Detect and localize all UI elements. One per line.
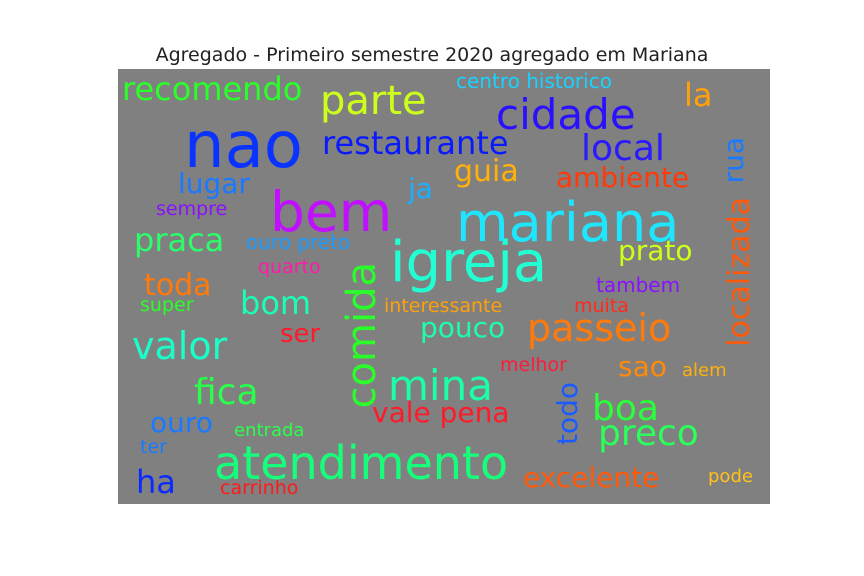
word-passeio: passeio [527,306,672,350]
word-lugar: lugar [178,167,250,200]
word-centro-historico: centro historico [456,69,612,93]
word-mariana: mariana [456,191,680,254]
word-rua: rua [717,137,750,184]
word-sao: sao [618,350,667,383]
word-cidade: cidade [496,90,636,139]
word-super: super [140,294,194,316]
word-cloud: nao igreja mariana bem atendimento cidade part… [118,69,770,504]
word-ter: ter [140,436,167,458]
word-muita: muita [574,295,629,317]
word-todo: todo [551,382,584,446]
word-ha: ha [136,463,176,501]
word-sempre: sempre [156,198,228,220]
word-toda: toda [144,268,212,303]
word-praca: praca [134,221,225,259]
word-ouro: ouro [150,406,213,439]
word-ouro-preto: ouro preto [246,230,351,254]
word-fica: fica [194,372,259,413]
word-melhor: melhor [500,354,567,376]
word-comida: comida [339,262,385,409]
word-parte: parte [320,78,427,124]
word-nao: nao [184,109,303,183]
word-boa: boa [592,388,659,429]
word-bem: bem [270,180,393,244]
word-tambem: tambem [596,273,681,297]
word-guia: guia [454,154,519,189]
word-pouco: pouco [420,311,506,344]
word-pode: pode [708,466,753,487]
word-ser: ser [280,319,321,349]
word-prato: prato [618,234,693,267]
word-excelente: excelente [523,461,660,494]
word-atendimento: atendimento [214,436,509,490]
word-ja: ja [408,172,433,205]
word-entrada: entrada [234,420,305,441]
word-local: local [581,128,665,169]
word-vale-pena: vale pena [372,396,510,429]
word-la: la [684,76,713,114]
word-igreja: igreja [390,230,548,295]
word-alem: alem [682,360,727,381]
word-localizada: localizada [722,197,757,347]
word-mina: mina [388,361,493,410]
word-recomendo: recomendo [122,70,303,108]
word-bom: bom [240,284,312,322]
chart-title: Agregado - Primeiro semestre 2020 agrega… [155,44,709,66]
word-interessante: interessante [384,295,503,317]
word-valor: valor [132,324,228,368]
word-restaurante: restaurante [322,124,509,162]
word-preco: preco [598,413,699,454]
word-ambiente: ambiente [556,161,690,194]
word-quarto: quarto [258,256,321,278]
word-carrinho: carrinho [220,477,299,499]
